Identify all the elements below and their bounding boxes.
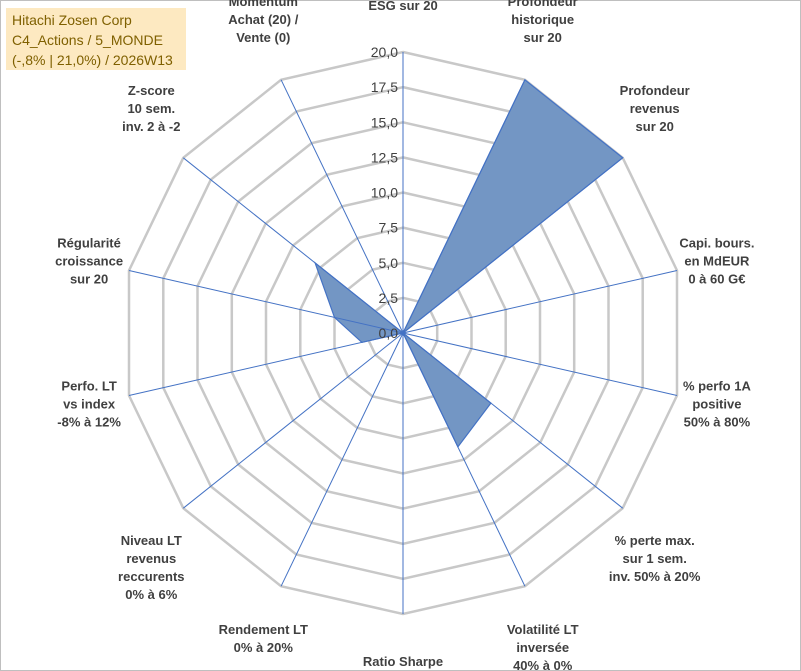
- axis-label: Rendement LT 0% à 20%: [219, 622, 308, 655]
- spoke-line: [402, 332, 678, 396]
- axis-label-line: inv. 50% à 20%: [609, 569, 701, 584]
- axis-label: % perte max. sur 1 sem. inv. 50% à 20%: [609, 533, 701, 584]
- data-series-area: [313, 78, 624, 449]
- axis-label: Profondeur historique sur 20: [508, 0, 578, 45]
- axis-label: Z-score 10 sem. inv. 2 à -2: [122, 83, 180, 134]
- axis-label: Régularité croissance sur 20: [55, 235, 123, 286]
- spoke-line: [280, 332, 404, 587]
- spoke-line: [402, 270, 678, 334]
- axis-label-line: Z-score: [128, 83, 175, 98]
- axis-label-line: ESG sur 20: [368, 0, 437, 13]
- spoke-line: [402, 332, 526, 587]
- axis-label-line: sur 1 sem.: [623, 551, 687, 566]
- axis-label-line: Vente (0): [236, 30, 290, 45]
- axis-label: Niveau LT revenus reccurents 0% à 6%: [118, 533, 184, 602]
- axis-label-line: Capi. bours.: [679, 235, 754, 250]
- spoke-line: [402, 332, 624, 509]
- axis-label-line: % perfo 1A: [683, 379, 752, 394]
- axis-label: Profondeur revenus sur 20: [620, 83, 690, 134]
- tick-label: 7,5: [379, 220, 399, 236]
- tick-labels: 0,0 2,5 5,0 7,5 10,0 12,5 15,0 17,5 20,0: [371, 44, 398, 341]
- axis-label: Ratio Sharpe0 à 1: [363, 654, 443, 671]
- spoke-line: [182, 157, 404, 334]
- axis-label-line: Régularité: [57, 235, 121, 250]
- tick-label: 17,5: [371, 79, 398, 95]
- tick-label: 5,0: [379, 255, 399, 271]
- portfolio-label: C4_Actions / 5_MONDE: [12, 32, 163, 48]
- axis-label-line: Profondeur: [620, 83, 690, 98]
- info-box: Hitachi Zosen Corp C4_Actions / 5_MONDE …: [6, 8, 186, 70]
- axis-label-line: 10 sem.: [127, 101, 175, 116]
- axis-label-line: revenus: [126, 551, 176, 566]
- axis-label-line: 0 à 60 G€: [688, 271, 745, 286]
- axis-label-line: % perte max.: [615, 533, 695, 548]
- axis-label-line: Niveau LT: [121, 533, 182, 548]
- axis-label-line: revenus: [630, 101, 680, 116]
- axis-label: Capi. bours. en MdEUR 0 à 60 G€: [679, 235, 754, 286]
- axis-label-line: croissance: [55, 253, 123, 268]
- spoke-line: [182, 332, 404, 509]
- axis-label: % perfo 1A positive 50% à 80%: [683, 379, 752, 430]
- axis-label-line: sur 20: [70, 271, 108, 286]
- spoke-line: [128, 332, 404, 396]
- company-name: Hitachi Zosen Corp: [12, 12, 132, 28]
- tick-label: 15,0: [371, 114, 398, 130]
- axis-label-line: Profondeur: [508, 0, 578, 9]
- spokes: [128, 52, 678, 614]
- axis-label: Volatilité LT inversée 40% à 0%: [507, 622, 579, 671]
- axis-label: Perfo. LT vs index -8% à 12%: [57, 379, 121, 430]
- axis-label-line: Ratio Sharpe: [363, 654, 443, 669]
- tick-label: 10,0: [371, 185, 398, 201]
- axis-label-line: Achat (20) /: [228, 12, 298, 27]
- axis-label-line: Rendement LT: [219, 622, 308, 637]
- spoke-line: [128, 270, 404, 334]
- tick-label: 2,5: [379, 290, 399, 306]
- axis-label-line: 0% à 6%: [125, 587, 177, 602]
- axis-label-line: vs index: [63, 397, 116, 412]
- tick-label: 20,0: [371, 44, 398, 60]
- spoke-line: [402, 79, 526, 334]
- axis-label-line: reccurents: [118, 569, 184, 584]
- performance-week-label: (-,8% | 21,0%) / 2026W13: [12, 52, 173, 68]
- tick-label: 12,5: [371, 149, 398, 165]
- axis-label-line: inversée: [516, 640, 569, 655]
- axis-label-line: historique: [511, 12, 574, 27]
- axis-label-line: -8% à 12%: [57, 415, 121, 430]
- axis-labels: NoteESG sur 20 Profondeur historique sur 20…: [55, 0, 754, 671]
- axis-label-line: 40% à 0%: [513, 658, 573, 671]
- axis-label-line: inv. 2 à -2: [122, 119, 180, 134]
- axis-label-line: sur 20: [524, 30, 562, 45]
- axis-label-line: 0% à 20%: [234, 640, 294, 655]
- spoke-line: [280, 79, 404, 334]
- axis-label-line: Volatilité LT: [507, 622, 579, 637]
- axis-label-line: en MdEUR: [684, 253, 750, 268]
- tick-label: 0,0: [379, 325, 399, 341]
- axis-label-line: positive: [692, 397, 741, 412]
- spoke-line: [402, 157, 624, 334]
- axis-label: Momentum Achat (20) / Vente (0): [228, 0, 298, 45]
- axis-label: NoteESG sur 20: [368, 0, 437, 13]
- axis-label-line: 50% à 80%: [684, 415, 751, 430]
- axis-label-line: Perfo. LT: [61, 379, 116, 394]
- axis-label-line: Momentum: [229, 0, 298, 9]
- axis-label-line: sur 20: [636, 119, 674, 134]
